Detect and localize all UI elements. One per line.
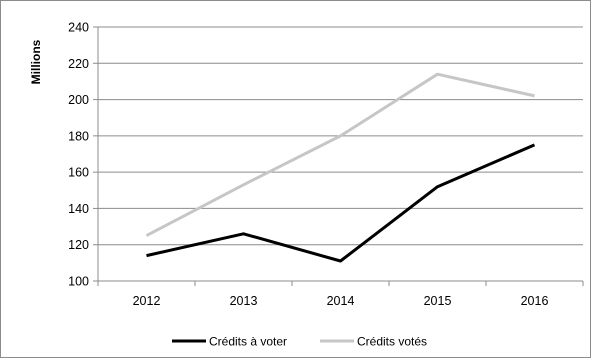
y-tick-label: 220 bbox=[68, 57, 89, 71]
y-tick-label: 200 bbox=[68, 93, 89, 107]
y-tick-label: 100 bbox=[68, 275, 89, 289]
gridlines bbox=[98, 26, 583, 246]
legend-label: Crédits votés bbox=[357, 335, 427, 349]
y-tick-labels: 100 120 140 160 180 200 220 240 bbox=[68, 21, 98, 289]
legend: Crédits à voter Crédits votés bbox=[172, 335, 427, 349]
series-lines bbox=[145, 72, 536, 263]
x-tick-labels: 2012 2013 2014 2015 2016 bbox=[97, 281, 584, 308]
x-tick-label: 2014 bbox=[327, 294, 355, 308]
y-tick-label: 180 bbox=[68, 129, 89, 143]
y-tick-label: 160 bbox=[68, 166, 89, 180]
x-tick-label: 2016 bbox=[521, 294, 549, 308]
y-tick-label: 140 bbox=[68, 202, 89, 216]
series-line-1 bbox=[145, 72, 535, 237]
y-tick-label: 240 bbox=[68, 21, 89, 35]
x-tick-label: 2012 bbox=[133, 294, 161, 308]
legend-label: Crédits à voter bbox=[209, 335, 287, 349]
y-axis-label: Millions bbox=[29, 39, 43, 84]
x-tick-label: 2015 bbox=[424, 294, 452, 308]
x-tick-label: 2013 bbox=[230, 294, 258, 308]
series-line-0 bbox=[146, 143, 536, 263]
axes bbox=[97, 27, 583, 282]
y-tick-label: 120 bbox=[68, 238, 89, 252]
